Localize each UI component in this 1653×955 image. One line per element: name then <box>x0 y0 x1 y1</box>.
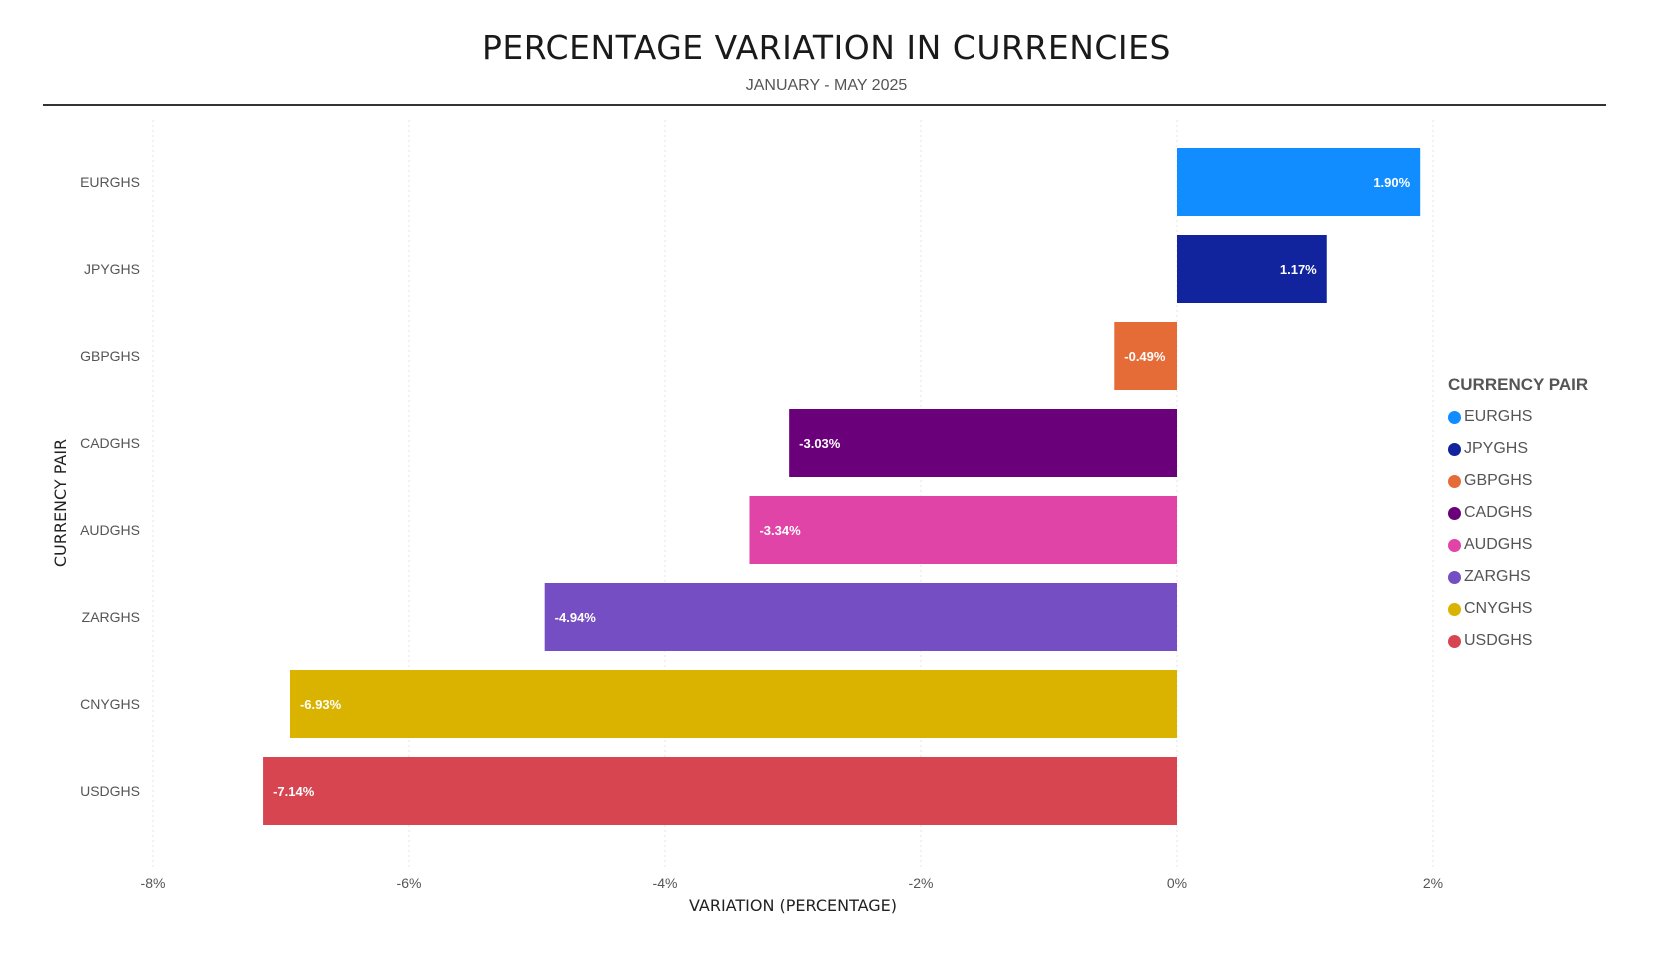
legend-marker <box>1448 474 1461 488</box>
data-label: -6.93% <box>300 697 342 712</box>
bar-cnyghs[interactable] <box>289 670 1178 738</box>
legend-label: CNYGHS <box>1464 600 1533 617</box>
y-tick-labels: EURGHS JPYGHS GBPGHS CADGHS AUDGHS ZARGHS CNYG… <box>80 174 140 799</box>
data-label: 1.90% <box>1373 175 1410 190</box>
legend-item[interactable]: AUDGHS <box>1448 529 1588 561</box>
legend: CURRENCY PAIR EURGHS JPYGHS GBPGHS CADGHS AU… <box>1448 375 1588 657</box>
legend-item[interactable]: EURGHS <box>1448 401 1588 433</box>
data-label: -7.14% <box>273 784 315 799</box>
legend-marker <box>1448 410 1461 424</box>
x-tick-label: -4% <box>653 875 678 891</box>
chart-title: PERCENTAGE VARIATION IN CURRENCIES <box>482 28 1171 67</box>
x-tick-label: -8% <box>141 875 166 891</box>
gridlines <box>152 120 1434 868</box>
chart-subtitle: JANUARY - MAY 2025 <box>745 77 908 94</box>
bar-gbpghs[interactable] <box>1114 322 1177 390</box>
legend-label: EURGHS <box>1464 408 1533 425</box>
y-tick-label: EURGHS <box>80 174 140 190</box>
bar-zarghs[interactable] <box>544 583 1177 651</box>
legend-label: USDGHS <box>1464 632 1533 649</box>
legend-item[interactable]: CNYGHS <box>1448 593 1588 625</box>
legend-marker <box>1448 602 1461 616</box>
x-axis-title: VARIATION (PERCENTAGE) <box>689 896 897 915</box>
bar-audghs[interactable] <box>749 496 1177 564</box>
legend-marker <box>1448 570 1461 584</box>
y-tick-label: USDGHS <box>80 783 140 799</box>
bars: 1.90% 1.17% -0.49% -3.03% -3.34% -4.94% -6.93%… <box>263 148 1421 825</box>
y-axis-title: CURRENCY PAIR <box>51 439 70 567</box>
legend-marker <box>1448 538 1461 552</box>
legend-item[interactable]: ZARGHS <box>1448 561 1588 593</box>
bar-usdghs[interactable] <box>263 757 1178 825</box>
legend-label: AUDGHS <box>1464 536 1533 553</box>
x-tick-label: -6% <box>397 875 422 891</box>
y-tick-label: CADGHS <box>80 435 140 451</box>
legend-label: CADGHS <box>1464 504 1533 521</box>
legend-label: JPYGHS <box>1464 440 1529 457</box>
legend-item[interactable]: GBPGHS <box>1448 465 1588 497</box>
data-label: -3.34% <box>759 523 801 538</box>
data-label: -4.94% <box>555 610 597 625</box>
data-label: -0.49% <box>1124 349 1166 364</box>
x-tick-label: -2% <box>909 875 934 891</box>
x-tick-label: 2% <box>1423 875 1443 891</box>
legend-label: GBPGHS <box>1464 472 1533 489</box>
y-tick-label: GBPGHS <box>80 348 140 364</box>
y-tick-label: JPYGHS <box>84 261 140 277</box>
legend-item[interactable]: USDGHS <box>1448 625 1588 657</box>
legend-item[interactable]: CADGHS <box>1448 497 1588 529</box>
y-tick-label: AUDGHS <box>80 522 140 538</box>
x-tick-labels: -8% -6% -4% -2% 0% 2% <box>141 875 1444 891</box>
y-tick-label: ZARGHS <box>82 609 140 625</box>
bar-jpyghs[interactable] <box>1177 235 1327 303</box>
bar-cadghs[interactable] <box>789 409 1177 477</box>
x-tick-label: 0% <box>1167 875 1187 891</box>
bar-eurghs[interactable] <box>1177 148 1421 216</box>
y-tick-label: CNYGHS <box>80 696 140 712</box>
legend-marker <box>1448 442 1461 456</box>
legend-item[interactable]: JPYGHS <box>1448 433 1588 465</box>
title-divider <box>43 104 1606 106</box>
data-label: 1.17% <box>1280 262 1317 277</box>
data-label: -3.03% <box>799 436 841 451</box>
legend-marker <box>1448 506 1461 520</box>
legend-label: ZARGHS <box>1464 568 1531 585</box>
legend-title: CURRENCY PAIR <box>1448 375 1589 394</box>
legend-marker <box>1448 634 1461 648</box>
